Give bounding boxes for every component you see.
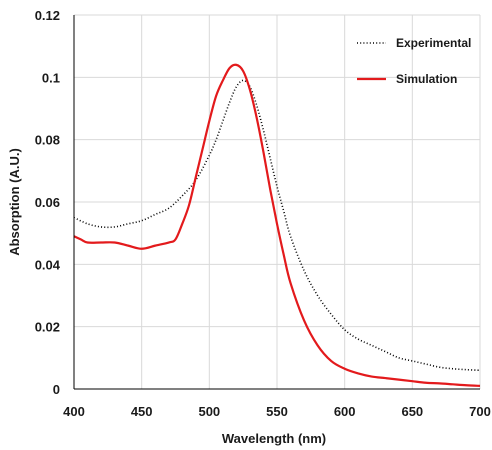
y-tick-label: 0.06 [35, 195, 60, 210]
legend-experimental-label: Experimental [396, 36, 471, 50]
y-tick-label: 0.04 [35, 257, 61, 272]
y-tick-label: 0.12 [35, 8, 60, 23]
x-tick-label: 450 [131, 404, 153, 419]
series-simulation-line [73, 63, 481, 387]
legend: Experimental Simulation [357, 36, 471, 86]
y-tick-label: 0.1 [42, 70, 60, 85]
x-axis-title: Wavelength (nm) [222, 431, 326, 446]
x-tick-label: 500 [198, 404, 220, 419]
x-tick-label: 700 [469, 404, 491, 419]
axes [73, 15, 480, 390]
y-tick-label: 0 [53, 382, 60, 397]
y-tick-label: 0.02 [35, 320, 60, 335]
grid [74, 14, 481, 389]
legend-simulation-label: Simulation [396, 72, 457, 86]
series-experimental-line [73, 79, 481, 372]
x-tick-label: 550 [266, 404, 288, 419]
x-tick-label: 600 [334, 404, 356, 419]
x-tick-label: 400 [63, 404, 85, 419]
y-tick-label: 0.08 [35, 133, 60, 148]
series-layer [73, 63, 481, 387]
y-axis-title: Absorption (A.U.) [7, 148, 22, 256]
tick-labels: 400 450 500 550 600 650 700 0 0.02 0.04 0.06 0.08 0.… [35, 8, 491, 419]
x-tick-label: 650 [401, 404, 423, 419]
